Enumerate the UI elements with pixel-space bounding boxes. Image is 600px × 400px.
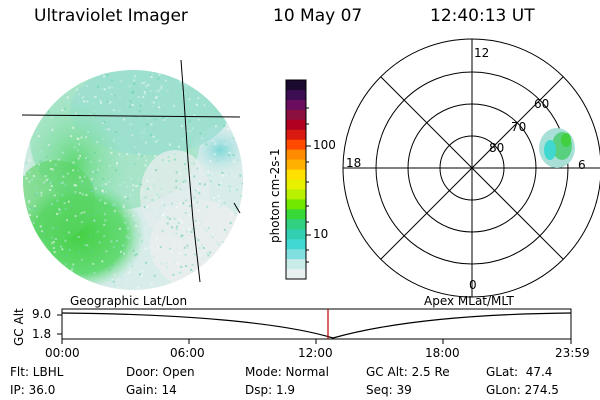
timeline-xtick-0: 00:00 [45,346,80,360]
colorbar-segment [286,259,306,270]
info-gc-alt: GC Alt: 2.5 Re [366,365,450,379]
colorbar-segment [286,80,306,91]
timeline-xtick-2: 12:00 [298,346,333,360]
colorbar-tick-10: 10 [313,227,329,241]
info-ip: IP: 36.0 [10,383,56,397]
date-label: 10 May 07 [273,6,363,26]
colorbar-segment [286,89,306,101]
info-dsp: Dsp: 1.9 [245,383,296,397]
colorbar-segment [286,219,306,230]
info-glat: GLat: 47.4 [486,365,553,379]
colorbar-segment [286,249,306,260]
colorbar [285,79,311,280]
colorbar-segment [286,269,306,280]
mlt-label-right: 6 [578,158,586,172]
colorbar-segment [286,179,306,191]
info-mode: Mode: Normal [245,365,329,379]
colorbar-tick-100: 100 [313,138,336,152]
polar-plot [342,38,600,298]
info-gain: Gain: 14 [126,383,177,397]
lat-label-70: 70 [511,120,527,134]
info-glon: GLon: 274.5 [486,383,559,397]
colorbar-segment [286,149,306,161]
info-seq: Seq: 39 [366,383,412,397]
colorbar-segment [286,209,306,220]
timeline-xtick-4: 23:59 [555,346,590,360]
mlt-label-bottom: 0 [469,278,477,292]
mlt-label-top: 12 [474,46,490,60]
instrument-title: Ultraviolet Imager [34,6,188,26]
colorbar-segment [286,99,306,111]
colorbar-segment [286,169,306,181]
polar-auroral-patch [539,128,575,168]
timeline-xtick-1: 06:00 [170,346,205,360]
latitude-line [21,114,241,118]
timeline-ytick-top: 9.0 [32,307,52,321]
timeline-ytick-bottom: 1.8 [32,327,52,341]
timeline-panel [57,308,572,344]
timeline-xtick-3: 18:00 [425,346,460,360]
geo-latlon-label: Geographic Lat/Lon [70,294,188,308]
info-door: Door: Open [126,365,195,379]
colorbar-segment [286,109,306,121]
grid-tick [233,202,241,214]
lat-label-60: 60 [534,97,550,111]
mlt-label-left: 18 [346,156,362,170]
colorbar-segment [286,199,306,210]
info-filter: Flt: LBHL [10,365,64,379]
colorbar-segment [286,229,306,240]
lat-label-80: 80 [489,141,505,155]
apex-mlat-label: Apex MLat/MLT [424,294,514,308]
timeline-ylabel: GC Alt [12,308,26,346]
colorbar-segment [286,189,306,200]
longitude-line [180,59,201,283]
colorbar-segment [286,139,306,151]
colorbar-segment [286,129,306,141]
time-label: 12:40:13 UT [430,6,535,26]
colorbar-segment [286,119,306,131]
colorbar-segment [286,159,306,171]
auroral-image-disk [21,59,243,290]
colorbar-unit-label: photon cm-2s-1 [268,148,282,244]
colorbar-segment [286,239,306,250]
altitude-curve [61,312,572,339]
